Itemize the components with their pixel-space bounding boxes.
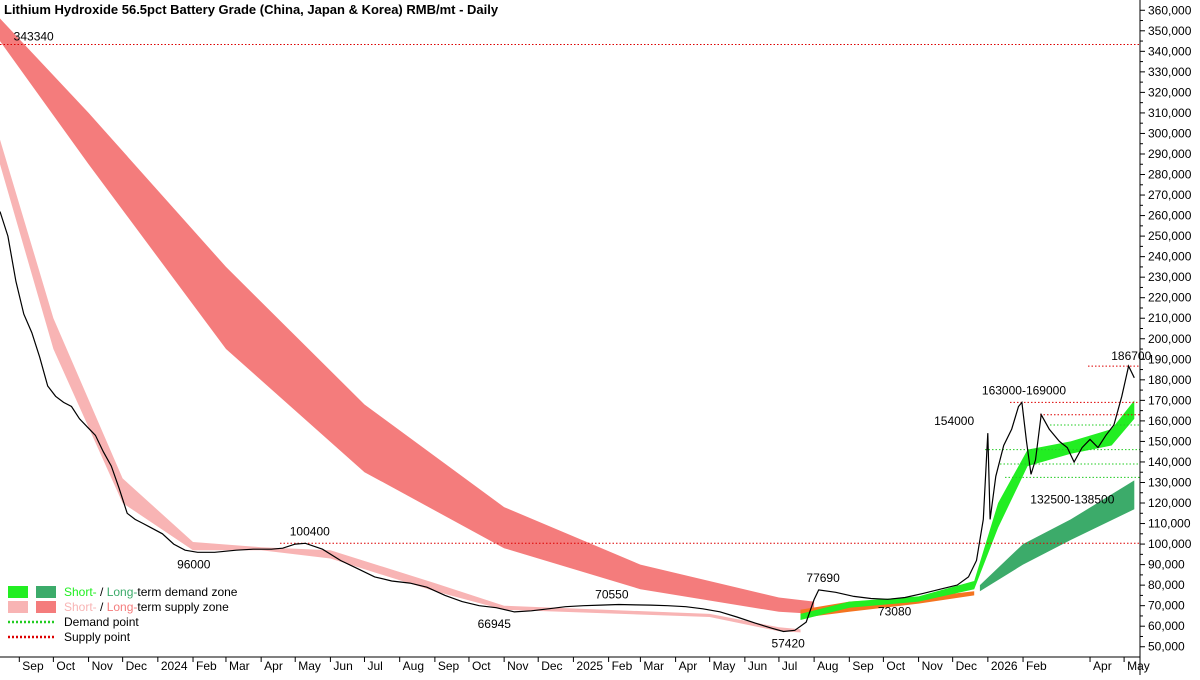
y-tick-label: 100,000	[1148, 537, 1192, 551]
x-tick-label: Dec	[126, 659, 147, 673]
chart-title: Lithium Hydroxide 56.5pct Battery Grade …	[4, 2, 499, 17]
y-tick-label: 150,000	[1148, 434, 1192, 448]
x-tick-label: Mar	[229, 659, 250, 673]
legend-swatch-long	[36, 586, 56, 598]
y-tick-label: 60,000	[1148, 619, 1185, 633]
y-tick-label: 300,000	[1148, 126, 1192, 140]
x-tick-label: Jun	[748, 659, 767, 673]
x-tick-label: 2024	[161, 659, 188, 673]
legend-label: Short- / Long-term demand zone	[64, 585, 238, 599]
x-tick-label: Aug	[403, 659, 424, 673]
x-tick-label: Mar	[643, 659, 664, 673]
price-line	[0, 211, 1135, 633]
annotation-label: 70550	[595, 588, 629, 602]
x-tick-label: Sep	[852, 659, 874, 673]
y-tick-label: 230,000	[1148, 270, 1192, 284]
x-tick-label: Nov	[92, 659, 113, 673]
y-tick-label: 290,000	[1148, 147, 1192, 161]
x-tick-label: May	[298, 659, 321, 673]
annotation-label: 66945	[478, 617, 512, 631]
legend-label: Short- / Long-term supply zone	[64, 600, 229, 614]
y-tick-label: 140,000	[1148, 455, 1192, 469]
long-term-supply-zone-band	[0, 18, 815, 614]
annotation-label: 163000-169000	[982, 383, 1066, 397]
legend-swatch-short	[8, 601, 28, 613]
y-tick-label: 110,000	[1148, 517, 1191, 531]
x-tick-label: Oct	[56, 659, 75, 673]
annotation-label: 96000	[177, 557, 211, 571]
x-tick-label: Sep	[438, 659, 460, 673]
x-tick-label: May	[713, 659, 736, 673]
x-tick-label: May	[1127, 659, 1150, 673]
x-tick-label: Feb	[612, 659, 633, 673]
y-tick-label: 200,000	[1148, 332, 1192, 346]
y-tick-label: 50,000	[1148, 640, 1185, 654]
x-tick-label: Jul	[367, 659, 382, 673]
y-tick-label: 340,000	[1148, 44, 1192, 58]
x-tick-label: Dec	[956, 659, 977, 673]
annotation-label: 57420	[771, 637, 805, 651]
y-tick-label: 310,000	[1148, 106, 1192, 120]
annotation-label: 154000	[934, 414, 974, 428]
y-tick-label: 220,000	[1148, 291, 1192, 305]
x-tick-label: Aug	[817, 659, 838, 673]
short-term-demand-zone-band	[800, 400, 1135, 620]
y-tick-label: 120,000	[1148, 496, 1192, 510]
x-tick-label: Jun	[333, 659, 352, 673]
y-tick-label: 80,000	[1148, 578, 1185, 592]
y-tick-label: 190,000	[1148, 352, 1192, 366]
long-term-demand-zone-band	[979, 480, 1135, 592]
y-tick-label: 250,000	[1148, 229, 1192, 243]
annotation-label: 186700	[1111, 349, 1151, 363]
x-tick-label: Nov	[507, 659, 528, 673]
annotation-label: 77690	[806, 571, 840, 585]
x-tick-label: Dec	[541, 659, 562, 673]
x-tick-label: Apr	[679, 659, 698, 673]
y-tick-label: 170,000	[1148, 393, 1192, 407]
y-tick-label: 70,000	[1148, 599, 1185, 613]
x-tick-label: Apr	[264, 659, 283, 673]
annotations-layer: 343340 96000 100400 66945 70550 57420 77690 730…	[14, 29, 1152, 650]
y-tick-label: 180,000	[1148, 373, 1192, 387]
y-tick-label: 320,000	[1148, 85, 1192, 99]
x-tick-label: Jul	[782, 659, 797, 673]
y-tick-label: 360,000	[1148, 3, 1192, 17]
annotation-label: 343340	[14, 29, 54, 43]
x-tick-label: Feb	[1026, 659, 1047, 673]
annotation-label: 100400	[290, 524, 330, 538]
legend-label: Supply point	[64, 630, 131, 644]
y-tick-label: 260,000	[1148, 209, 1192, 223]
annotation-label: 132500-138500	[1030, 492, 1114, 506]
x-tick-label: Feb	[196, 659, 217, 673]
supply-demand-points	[0, 43, 1140, 544]
y-tick-label: 270,000	[1148, 188, 1192, 202]
x-tick-label: 2025	[576, 659, 603, 673]
x-tick-label: Nov	[922, 659, 943, 673]
x-tick-label: Oct	[886, 659, 905, 673]
zones-layer	[0, 18, 1135, 633]
legend-label: Demand point	[64, 615, 139, 629]
legend-swatch-long	[36, 601, 56, 613]
y-tick-label: 210,000	[1148, 311, 1192, 325]
x-tick-label: Sep	[22, 659, 44, 673]
price-layer	[0, 211, 1135, 633]
y-tick-label: 90,000	[1148, 558, 1185, 572]
legend-swatch-short	[8, 586, 28, 598]
x-tick-label: Oct	[472, 659, 491, 673]
y-tick-label: 240,000	[1148, 250, 1192, 264]
annotation-label: 73080	[878, 604, 912, 618]
x-tick-label: Apr	[1093, 659, 1112, 673]
y-tick-label: 280,000	[1148, 168, 1192, 182]
y-tick-label: 350,000	[1148, 24, 1192, 38]
x-tick-label: 2026	[991, 659, 1018, 673]
y-tick-label: 330,000	[1148, 65, 1192, 79]
y-tick-label: 130,000	[1148, 475, 1192, 489]
y-tick-label: 160,000	[1148, 414, 1192, 428]
